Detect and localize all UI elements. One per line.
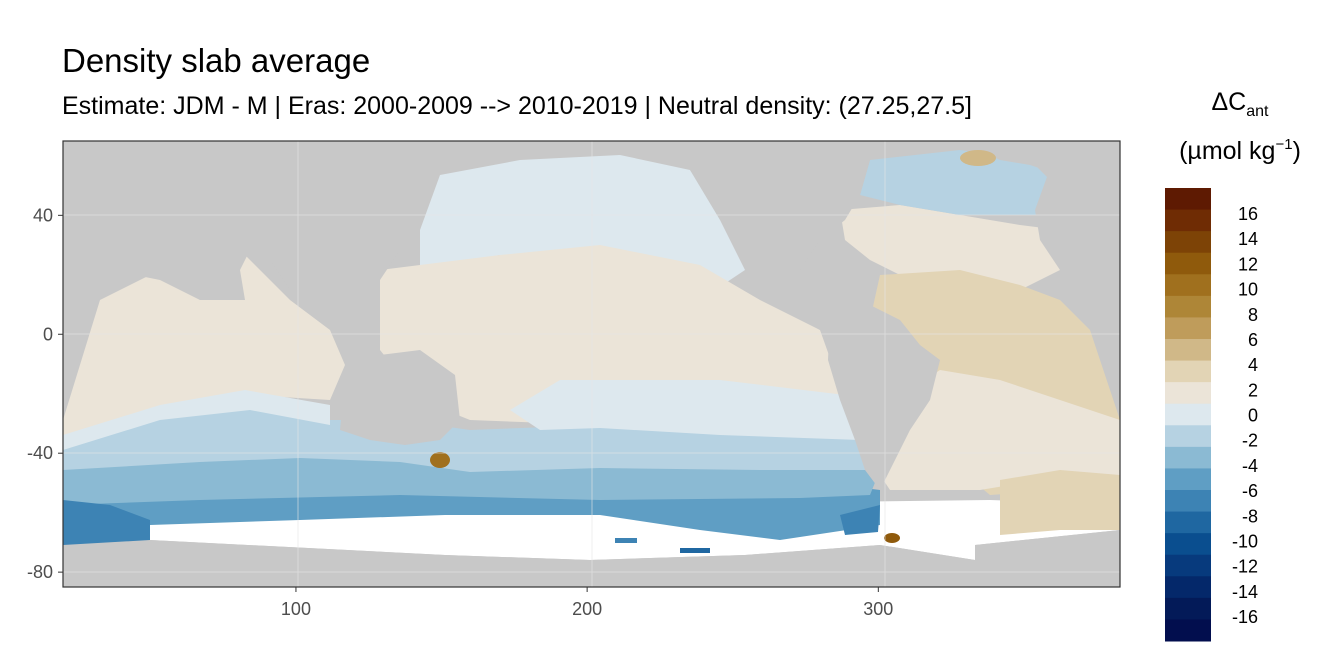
west-africa (1080, 280, 1120, 420)
south-atlantic-light (870, 370, 1120, 490)
legend-swatch (1165, 209, 1211, 232)
legend-swatch (1165, 511, 1211, 534)
legend-label: -6 (1242, 481, 1258, 501)
x-tick-label: 100 (281, 599, 311, 619)
south-america (828, 305, 940, 490)
central-america (790, 300, 830, 330)
legend-swatch (1165, 317, 1211, 340)
ross-sea-deep-patch (680, 548, 710, 553)
legend-swatch (1165, 252, 1211, 275)
legend-unit: (µmol kg−1) (1179, 136, 1301, 165)
nordic-positive-hotspot (960, 150, 996, 166)
legend-label: 8 (1248, 305, 1258, 325)
legend-label: 16 (1238, 204, 1258, 224)
south-pacific-light-blue (510, 380, 860, 440)
legend-label: 12 (1238, 254, 1258, 274)
legend-swatch (1165, 295, 1211, 318)
legend-colorbar (1165, 188, 1211, 642)
legend-swatch (1165, 468, 1211, 491)
antarctic-deep-patch (615, 538, 637, 543)
legend-label: 10 (1238, 280, 1258, 300)
legend-swatch (1165, 446, 1211, 469)
legend-swatch (1165, 533, 1211, 556)
legend-swatch (1165, 425, 1211, 448)
north-america (680, 141, 880, 300)
y-axis: 40 0 -40 -80 (27, 205, 63, 582)
chart-title: Density slab average (62, 42, 371, 79)
legend-swatch (1165, 619, 1211, 642)
antarctica (63, 530, 1120, 587)
legend-swatch (1165, 188, 1211, 211)
southern-band-8-10-west (63, 500, 150, 545)
gridlines (63, 141, 1120, 587)
x-tick-label: 300 (863, 599, 893, 619)
legend-swatch (1165, 274, 1211, 297)
greenland (960, 141, 1060, 175)
legend-labels: 16 14 12 10 8 6 4 2 0 -2 -4 -6 -8 -10 -12 -14 -16 (1232, 204, 1258, 627)
map-panel (63, 141, 1120, 587)
weddell-positive-hotspot (884, 533, 900, 543)
legend-swatch (1165, 597, 1211, 620)
panel-border (62, 140, 1121, 588)
legend-label: 6 (1248, 330, 1258, 350)
north-atlantic (840, 205, 1060, 290)
south-atlantic-positive (1000, 470, 1120, 535)
x-tick-label: 200 (572, 599, 602, 619)
subpolar-north-atlantic (860, 150, 1060, 215)
y-tick-label: -80 (27, 562, 53, 582)
x-axis: 100 200 300 (281, 587, 893, 619)
legend-swatch (1165, 403, 1211, 426)
legend-label: -14 (1232, 582, 1258, 602)
y-tick-label: -40 (27, 443, 53, 463)
legend-label: -4 (1242, 456, 1258, 476)
indian-ocean-south-light-blue (63, 390, 330, 450)
legend-swatch (1165, 576, 1211, 599)
legend-label: 4 (1248, 355, 1258, 375)
asia (175, 141, 440, 300)
legend-label: -10 (1232, 531, 1258, 551)
legend-swatch (1165, 339, 1211, 362)
legend-label: 2 (1248, 380, 1258, 400)
legend-label: -2 (1242, 431, 1258, 451)
y-tick-label: 0 (43, 324, 53, 344)
legend-label: -12 (1232, 557, 1258, 577)
drake-passage-deep (840, 505, 880, 535)
australia (340, 350, 460, 445)
y-tick-label: 40 (33, 205, 53, 225)
africa (63, 141, 250, 380)
legend-swatch (1165, 490, 1211, 513)
legend-label: -8 (1242, 506, 1258, 526)
legend-swatch (1165, 231, 1211, 254)
legend-symbol: ΔCant (1211, 88, 1269, 120)
legend-label: 14 (1238, 229, 1258, 249)
legend-label: -16 (1232, 607, 1258, 627)
legend-swatch (1165, 382, 1211, 405)
legend-swatch (1165, 360, 1211, 383)
tasmania-positive-hotspot (430, 452, 450, 468)
legend-swatch (1165, 554, 1211, 577)
indian-ocean (63, 255, 345, 440)
chart-subtitle: Estimate: JDM - M | Eras: 2000-2009 --> … (62, 92, 972, 120)
legend-label: 0 (1248, 406, 1258, 426)
